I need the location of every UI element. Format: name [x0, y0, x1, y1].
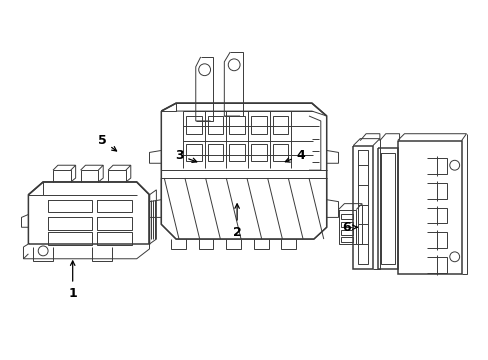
Bar [272, 116, 288, 134]
Bar [341, 215, 352, 219]
Bar [341, 237, 352, 242]
Bar [229, 116, 244, 134]
Bar [341, 230, 352, 235]
Text: 2: 2 [232, 204, 241, 239]
Bar [250, 144, 266, 161]
Bar [185, 116, 201, 134]
Text: 1: 1 [68, 261, 77, 300]
Bar [341, 222, 352, 227]
Bar [185, 144, 201, 161]
Bar [229, 144, 244, 161]
Bar [207, 144, 223, 161]
Text: 3: 3 [174, 149, 196, 162]
Text: 5: 5 [98, 134, 116, 151]
Bar [207, 116, 223, 134]
Text: 6: 6 [342, 221, 356, 234]
Bar [272, 144, 288, 161]
Text: 4: 4 [285, 149, 305, 162]
Bar [250, 116, 266, 134]
